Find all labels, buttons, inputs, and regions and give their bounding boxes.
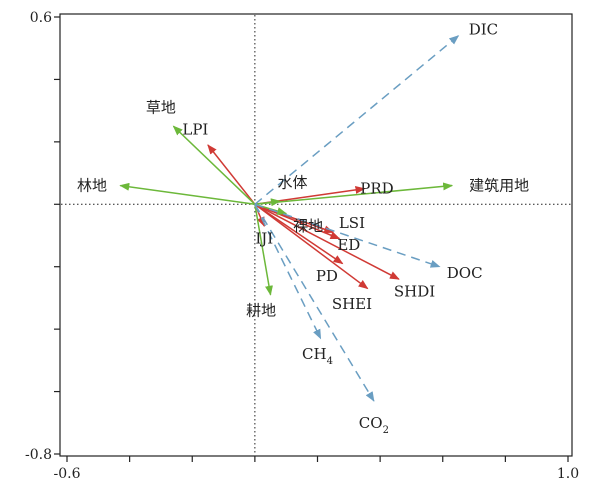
vector-shei [254, 203, 369, 290]
vector-label: IJI [255, 230, 273, 248]
vector-水体 [254, 198, 281, 207]
vector-建筑用地 [254, 182, 454, 206]
vector-label: ED [337, 236, 360, 254]
vector-shdi [254, 203, 400, 280]
vector-label: SHEI [332, 295, 372, 313]
vector-label: PD [316, 267, 338, 285]
vector-label: 建筑用地 [469, 177, 529, 195]
vector-label: DOC [447, 264, 483, 282]
vector-label: LPI [182, 120, 208, 138]
vector-label: CH4 [302, 345, 333, 367]
vector-ch4 [254, 203, 322, 340]
vector-label: 水体 [277, 173, 307, 191]
x-tick-label: -0.6 [54, 466, 81, 482]
vector-co2 [254, 203, 375, 402]
axis-ticks: -0.6 1.0 0.6 -0.8 [25, 10, 579, 482]
vector-label: SHDI [394, 283, 435, 301]
vector-label: 林地 [77, 177, 107, 195]
vector-label: CO2 [359, 414, 389, 436]
vector-pd [254, 203, 344, 265]
vector-lpi [207, 144, 256, 205]
vector-label: 裸地 [293, 217, 323, 235]
vector-label: PRD [360, 180, 393, 198]
plot-frame [59, 13, 573, 457]
biplot-vectors [119, 35, 460, 402]
y-tick-label: -0.8 [25, 447, 52, 463]
vector-label: DIC [469, 20, 498, 38]
vector-ed [254, 203, 341, 240]
vector-耕地 [254, 204, 273, 296]
x-tick-label: 1.0 [557, 466, 579, 482]
vector-doc [254, 203, 441, 268]
y-tick-label: 0.6 [30, 10, 52, 26]
vector-label: 耕地 [246, 301, 276, 319]
vector-林地 [119, 182, 255, 206]
vector-草地 [172, 125, 256, 205]
vector-label: LSI [339, 214, 365, 232]
vector-label: 草地 [146, 99, 176, 117]
zero-reference-lines [61, 15, 571, 455]
